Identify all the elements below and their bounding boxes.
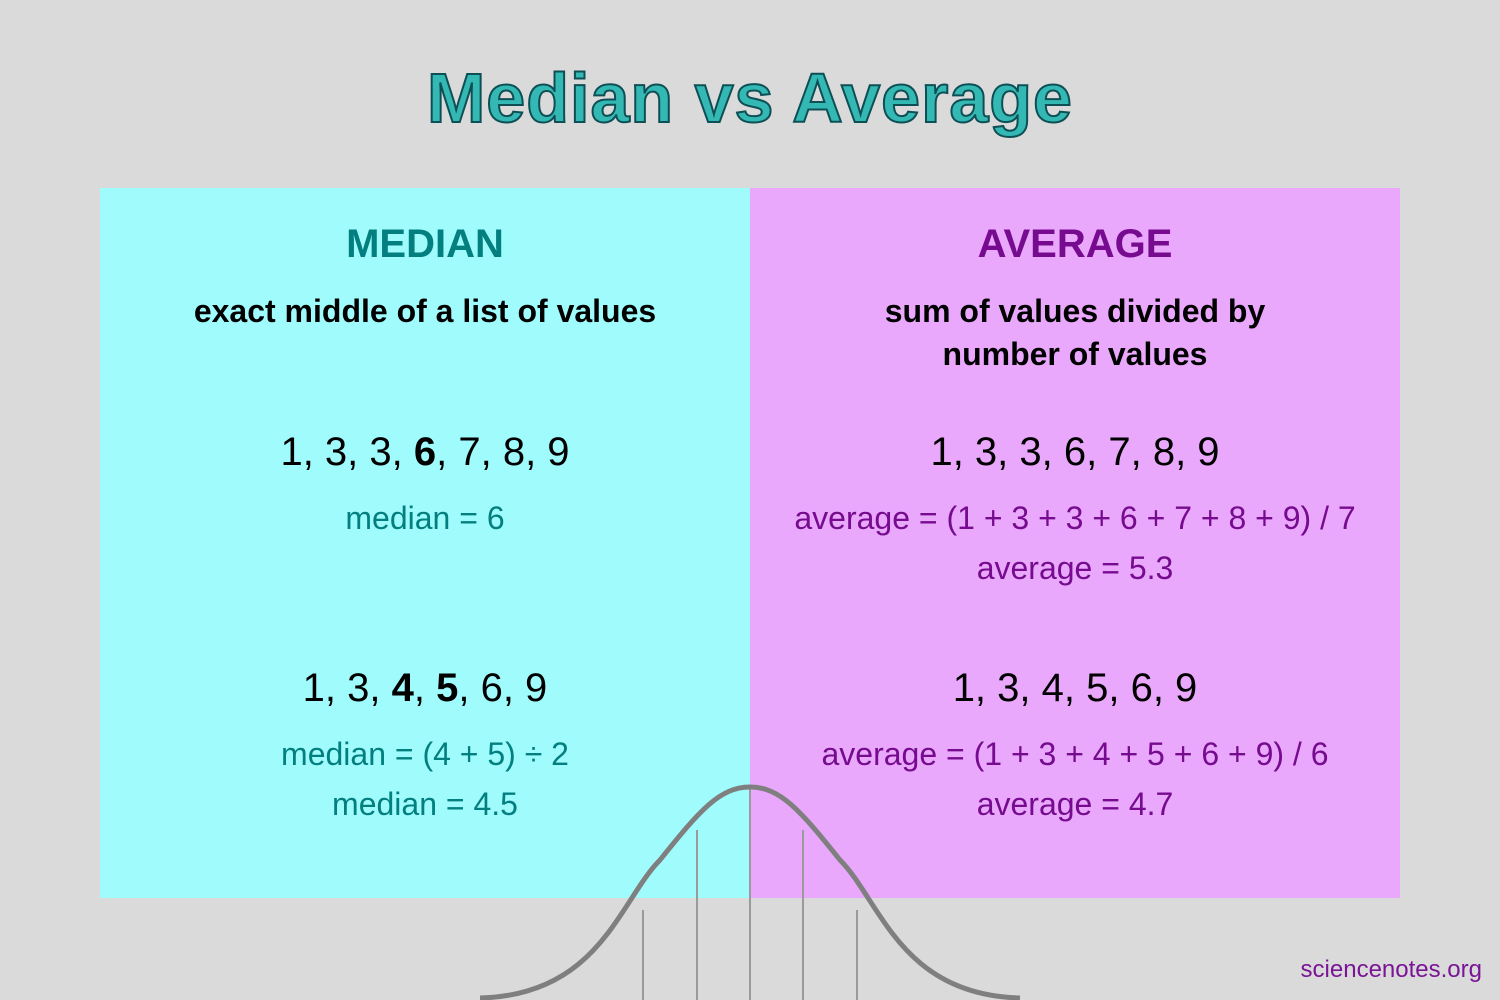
value-list: 1, 3, 4, 5, 6, 9 xyxy=(750,666,1400,711)
calculation: average = (1 + 3 + 3 + 6 + 7 + 8 + 9) / … xyxy=(794,500,1356,536)
value-list: 1, 3, 3, 6, 7, 8, 9 xyxy=(100,430,750,475)
panel-subtitle: exact middle of a list of values xyxy=(193,293,657,329)
median-panel xyxy=(100,188,750,898)
highlighted-value: 6 xyxy=(413,430,437,474)
footer: sciencenotes.org xyxy=(1300,956,1482,983)
panel-subtitle: sum of values divided by number of value… xyxy=(884,293,1266,372)
list-text: , 6, 9 xyxy=(458,666,548,710)
list-text: 1, 3, 3, xyxy=(280,430,414,474)
calculation: median = (4 + 5) ÷ 2 xyxy=(281,736,569,772)
list-text: , 7, 8, 9 xyxy=(436,430,570,474)
calculation: median = 6 xyxy=(345,500,505,536)
panel-heading: MEDIAN xyxy=(346,222,504,266)
list-text: 1, 3, 3, 6, 7, 8, 9 xyxy=(930,430,1220,474)
calculation: average = 5.3 xyxy=(976,550,1174,586)
list-text: 1, 3, 4, 5, 6, 9 xyxy=(952,666,1198,710)
value-list: 1, 3, 3, 6, 7, 8, 9 xyxy=(750,430,1400,475)
highlighted-value: 4 xyxy=(391,666,414,710)
highlighted-value: 5 xyxy=(436,666,459,710)
list-text: 1, 3, xyxy=(302,666,392,710)
calculation: median = 4.5 xyxy=(332,786,518,822)
list-text: , xyxy=(413,666,437,710)
title: Median vs Average xyxy=(426,58,1073,138)
calculation: average = 4.7 xyxy=(976,786,1174,822)
calculation: average = (1 + 3 + 4 + 5 + 6 + 9) / 6 xyxy=(821,736,1329,772)
value-list: 1, 3, 4, 5, 6, 9 xyxy=(100,666,750,711)
average-panel xyxy=(750,188,1400,898)
panel-heading: AVERAGE xyxy=(977,222,1173,266)
